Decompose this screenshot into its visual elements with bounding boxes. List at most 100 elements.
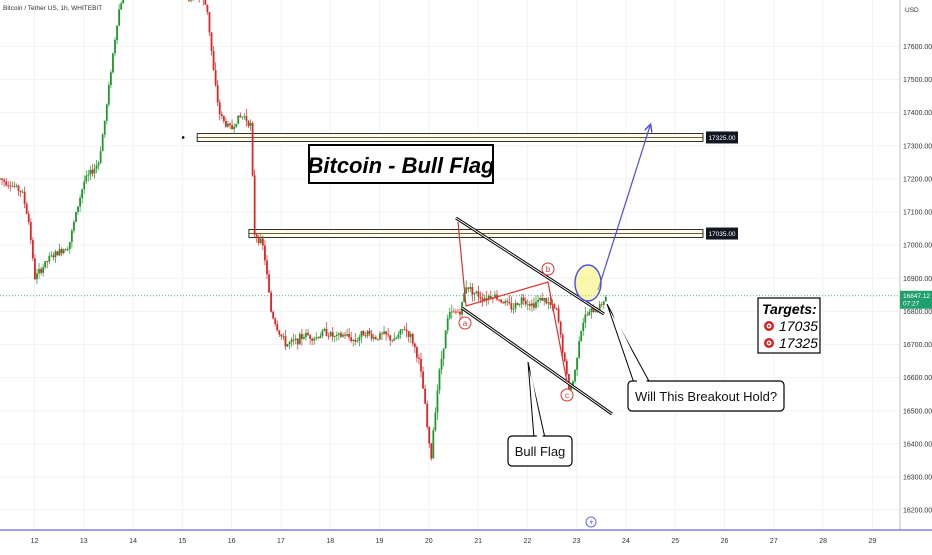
candle-body xyxy=(81,189,83,198)
candle-body xyxy=(102,135,104,152)
title-callout: Bitcoin - Bull Flag xyxy=(308,145,496,183)
target-icon xyxy=(764,321,774,331)
candle-body xyxy=(340,333,342,336)
x-tick-label: 26 xyxy=(721,538,729,545)
candle-body xyxy=(379,333,381,339)
candle-body xyxy=(564,353,566,361)
target-1: 17035 xyxy=(779,318,818,334)
candle-body xyxy=(301,334,303,339)
candle-body xyxy=(385,331,387,334)
candle-body xyxy=(188,0,190,1)
candle-body xyxy=(574,370,576,382)
x-tick-label: 21 xyxy=(474,538,482,545)
candle-body xyxy=(71,231,73,242)
candle-body xyxy=(367,331,369,336)
candle-body xyxy=(395,338,397,339)
candle-body xyxy=(504,301,506,303)
y-tick-label: 16300.00 xyxy=(903,475,932,482)
y-tick-label: 16500.00 xyxy=(903,408,932,415)
level-label: 17035.00 xyxy=(708,231,735,238)
candle-body xyxy=(363,331,365,335)
candle-body xyxy=(274,318,276,324)
candle-body xyxy=(46,261,48,262)
price-axis[interactable]: USD 17600.0017500.0017400.0017300.001720… xyxy=(900,0,932,530)
candle-body xyxy=(543,298,545,301)
candle-body xyxy=(48,256,50,262)
candle-body xyxy=(449,312,451,318)
svg-text:b: b xyxy=(546,265,551,274)
y-tick-label: 17000.00 xyxy=(903,243,932,250)
candle-body xyxy=(30,222,32,240)
candle-body xyxy=(28,214,30,222)
candle-body xyxy=(231,125,233,129)
candle-body xyxy=(562,335,564,353)
candle-body xyxy=(305,333,307,337)
candle-body xyxy=(283,336,285,337)
candle-body xyxy=(529,304,531,306)
candle-body xyxy=(233,127,235,129)
candle-body xyxy=(65,249,67,250)
candle-body xyxy=(430,444,432,459)
candle-body xyxy=(75,212,77,222)
candle-body xyxy=(434,413,436,431)
candle-body xyxy=(67,249,69,250)
svg-text:a: a xyxy=(463,319,468,328)
breakout-question: Will This Breakout Hold? xyxy=(635,389,777,404)
candle-body xyxy=(79,198,81,207)
candle-body xyxy=(26,204,28,214)
candle-body xyxy=(326,329,328,336)
candle-body xyxy=(539,298,541,300)
candle-body xyxy=(248,121,250,126)
candle-body xyxy=(506,301,508,302)
candle-body xyxy=(270,293,272,312)
candle-body xyxy=(20,191,22,192)
candle-body xyxy=(576,358,578,370)
candle-body xyxy=(40,269,42,273)
candle-body xyxy=(391,340,393,341)
candle-body xyxy=(459,312,461,315)
x-tick-label: 28 xyxy=(819,538,827,545)
candle-body xyxy=(584,315,586,323)
candle-body xyxy=(266,260,268,274)
candle-body xyxy=(398,335,400,339)
candle-body xyxy=(350,337,352,341)
candle-body xyxy=(426,404,428,427)
candle-body xyxy=(278,330,280,334)
candle-body xyxy=(342,335,344,337)
candle-body xyxy=(517,303,519,305)
wave-label-a: a xyxy=(459,317,471,329)
candle-body xyxy=(246,116,248,121)
candle-body xyxy=(428,427,430,444)
candle-body xyxy=(213,51,215,70)
candle-body xyxy=(44,261,46,267)
candle-body xyxy=(365,335,367,336)
candle-body xyxy=(556,308,558,309)
candle-body xyxy=(603,301,605,305)
candle-body xyxy=(122,0,124,3)
candle-body xyxy=(414,344,416,348)
candle-body xyxy=(358,337,360,340)
candle-body xyxy=(229,124,231,125)
candle-body xyxy=(422,372,424,389)
candle-body xyxy=(578,341,580,358)
candle-body xyxy=(5,182,7,186)
candle-body xyxy=(87,175,89,176)
candle-body xyxy=(313,338,315,340)
candle-body xyxy=(437,390,439,412)
y-tick-label: 16400.00 xyxy=(903,441,932,448)
candle-body xyxy=(605,297,607,301)
candle-body xyxy=(601,304,603,305)
candle-body xyxy=(295,339,297,340)
candle-body xyxy=(338,333,340,334)
candle-body xyxy=(439,370,441,391)
candle-body xyxy=(525,301,527,305)
y-tick-label: 17200.00 xyxy=(903,176,932,183)
y-tick-label: 16900.00 xyxy=(903,276,932,283)
candle-body xyxy=(447,318,449,330)
event-lightning-icon[interactable] xyxy=(586,517,596,527)
candle-body xyxy=(112,53,114,72)
candle-body xyxy=(250,123,252,126)
candle-body xyxy=(116,26,118,40)
